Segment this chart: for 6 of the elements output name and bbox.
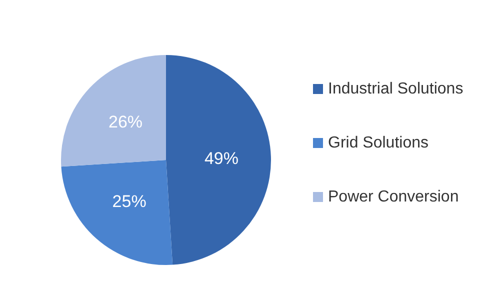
data-label: 26% xyxy=(108,112,143,132)
data-label: 49% xyxy=(204,148,238,168)
legend-label: Power Conversion xyxy=(328,188,459,206)
data-label: 25% xyxy=(112,192,146,212)
legend-label: Grid Solutions xyxy=(328,134,428,152)
legend-label: Industrial Solutions xyxy=(328,80,464,98)
